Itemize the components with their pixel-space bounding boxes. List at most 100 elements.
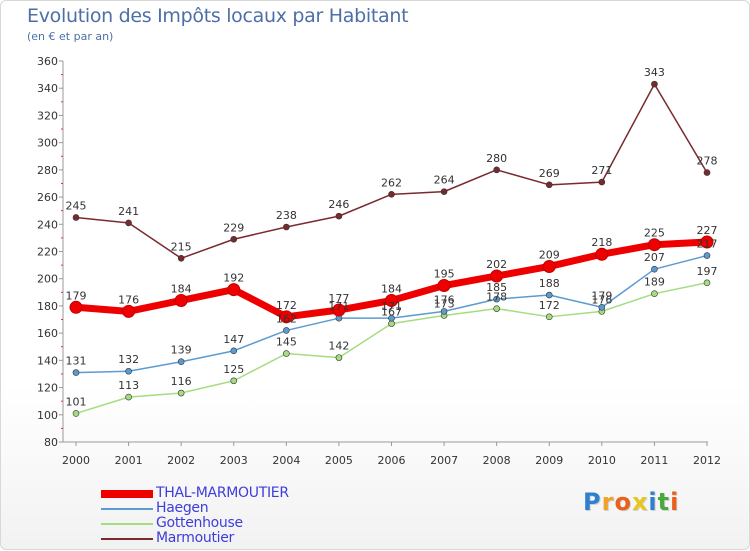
data-label: 202: [486, 258, 507, 271]
data-point: [174, 293, 188, 307]
data-label: 172: [539, 299, 560, 312]
data-point: [493, 166, 500, 174]
data-point: [545, 291, 553, 299]
y-tick-label: 140: [37, 354, 58, 367]
data-point: [545, 181, 553, 189]
data-point: [598, 178, 606, 186]
data-label: 178: [486, 291, 507, 304]
data-label: 245: [66, 199, 87, 212]
data-label: 142: [328, 340, 349, 353]
data-label: 227: [697, 224, 718, 237]
data-label: 131: [66, 355, 87, 368]
y-tick-label: 200: [37, 273, 58, 286]
data-label: 215: [171, 240, 192, 253]
data-label: 113: [118, 379, 139, 392]
data-label: 188: [539, 277, 560, 290]
data-label: 192: [223, 272, 244, 285]
data-label: 189: [644, 276, 665, 289]
data-label: 207: [644, 251, 665, 264]
x-tick-label: 2006: [378, 454, 406, 467]
data-label: 225: [644, 227, 665, 240]
x-tick-label: 2009: [535, 454, 563, 467]
legend-label: Gottenhouse: [156, 515, 243, 531]
x-tick-label: 2005: [325, 454, 353, 467]
data-label: 125: [223, 363, 244, 376]
data-point: [69, 300, 83, 314]
data-point: [125, 367, 132, 375]
logo-letter: x: [631, 488, 649, 516]
data-point: [125, 393, 132, 401]
data-label: 139: [171, 344, 192, 357]
data-label: 343: [644, 66, 665, 79]
data-label: 179: [591, 289, 612, 302]
y-tick-label: 100: [37, 409, 58, 422]
y-tick-label: 360: [37, 55, 58, 68]
data-point: [177, 255, 185, 262]
legend-swatch: [101, 538, 153, 540]
data-label: 185: [486, 281, 507, 294]
data-label: 171: [328, 300, 349, 313]
series-layer: [69, 80, 714, 417]
data-point: [651, 80, 658, 88]
data-point: [545, 313, 553, 321]
data-label: 218: [591, 236, 612, 249]
data-point: [72, 410, 80, 417]
data-point: [493, 305, 500, 312]
data-label: 241: [118, 205, 139, 218]
data-label: 246: [328, 198, 349, 211]
y-tick-label: 180: [37, 300, 58, 313]
data-label: 167: [381, 306, 402, 319]
y-tick-label: 120: [37, 382, 58, 395]
data-point: [335, 212, 343, 220]
y-tick-label: 240: [37, 218, 58, 231]
data-label: 184: [171, 282, 192, 295]
data-point: [388, 314, 395, 322]
data-point: [283, 327, 290, 334]
data-point: [177, 358, 185, 366]
data-label: 184: [381, 282, 402, 295]
data-label: 238: [276, 209, 297, 222]
data-label: 162: [276, 312, 297, 325]
data-point: [440, 188, 448, 195]
x-tick-label: 2004: [272, 454, 300, 467]
y-tick-label: 340: [37, 82, 58, 95]
logo-letter: o: [614, 488, 632, 516]
data-point: [72, 214, 80, 221]
data-point: [703, 279, 711, 287]
data-label: 116: [171, 375, 192, 388]
data-point: [647, 238, 661, 252]
data-point: [703, 169, 711, 176]
data-label: 145: [276, 336, 297, 349]
chart-axes: 80 100 120 140 160 180 200 220 240 260 280 300 320 34…: [37, 55, 721, 467]
legend-label: Marmoutier: [156, 530, 234, 546]
x-tick-label: 2011: [640, 454, 668, 467]
legend-swatch: [101, 523, 153, 525]
x-tick-label: 2003: [220, 454, 248, 467]
data-point: [598, 303, 606, 311]
y-tick-label: 160: [37, 327, 58, 340]
proxiti-logo: Proxiti: [583, 488, 679, 516]
logo-letter: i: [648, 488, 658, 516]
data-label: 176: [118, 293, 139, 306]
data-label: 209: [539, 248, 560, 261]
y-tick-label: 260: [37, 191, 58, 204]
logo-letter: i: [670, 488, 680, 516]
data-label: 197: [697, 265, 718, 278]
x-tick-label: 2012: [693, 454, 721, 467]
data-label: 217: [697, 238, 718, 251]
data-point: [437, 279, 451, 293]
data-label: 101: [66, 395, 87, 408]
data-label: 176: [591, 293, 612, 306]
y-tick-label: 300: [37, 137, 58, 150]
data-point: [177, 389, 185, 397]
data-point: [651, 265, 658, 273]
data-label: 262: [381, 176, 402, 189]
data-point: [332, 303, 346, 317]
data-label: 171: [381, 300, 402, 313]
data-point: [700, 235, 714, 249]
x-tick-label: 2010: [588, 454, 616, 467]
data-label: 278: [697, 155, 718, 168]
legend-swatch: [101, 490, 153, 498]
data-point: [72, 369, 80, 376]
